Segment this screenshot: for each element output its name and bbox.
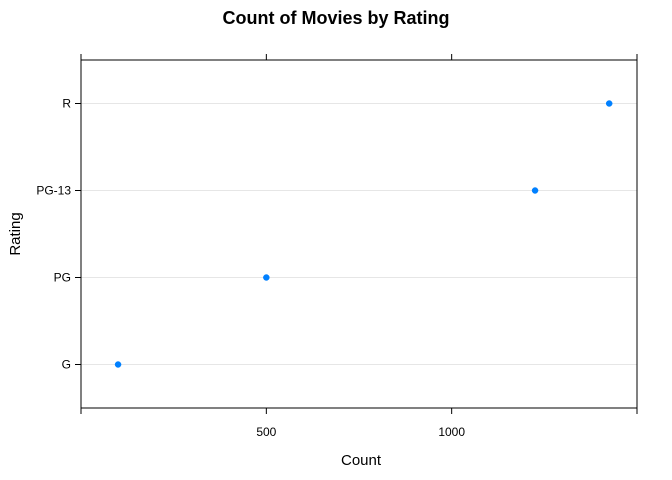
- chart-title: Count of Movies by Rating: [223, 8, 450, 28]
- y-axis-label: Rating: [7, 212, 24, 255]
- y-tick-label-g: G: [62, 358, 71, 372]
- axes: G PG PG-13 R 500 1000: [36, 54, 638, 439]
- grid-lines: [81, 103, 637, 365]
- y-tick-label-pg-13: PG-13: [36, 184, 71, 198]
- plot-panel: [80, 59, 638, 409]
- data-point-r: [605, 100, 613, 107]
- x-tick-label-500: 500: [256, 425, 276, 439]
- data-points: [114, 100, 613, 368]
- x-tick-label-1000: 1000: [438, 425, 465, 439]
- data-point-pg-13: [531, 187, 539, 194]
- data-point-pg: [263, 274, 270, 281]
- data-point-g: [114, 361, 122, 368]
- y-tick-label-r: R: [62, 97, 71, 111]
- x-axis-label: Count: [341, 452, 382, 469]
- y-tick-label-pg: PG: [54, 271, 71, 285]
